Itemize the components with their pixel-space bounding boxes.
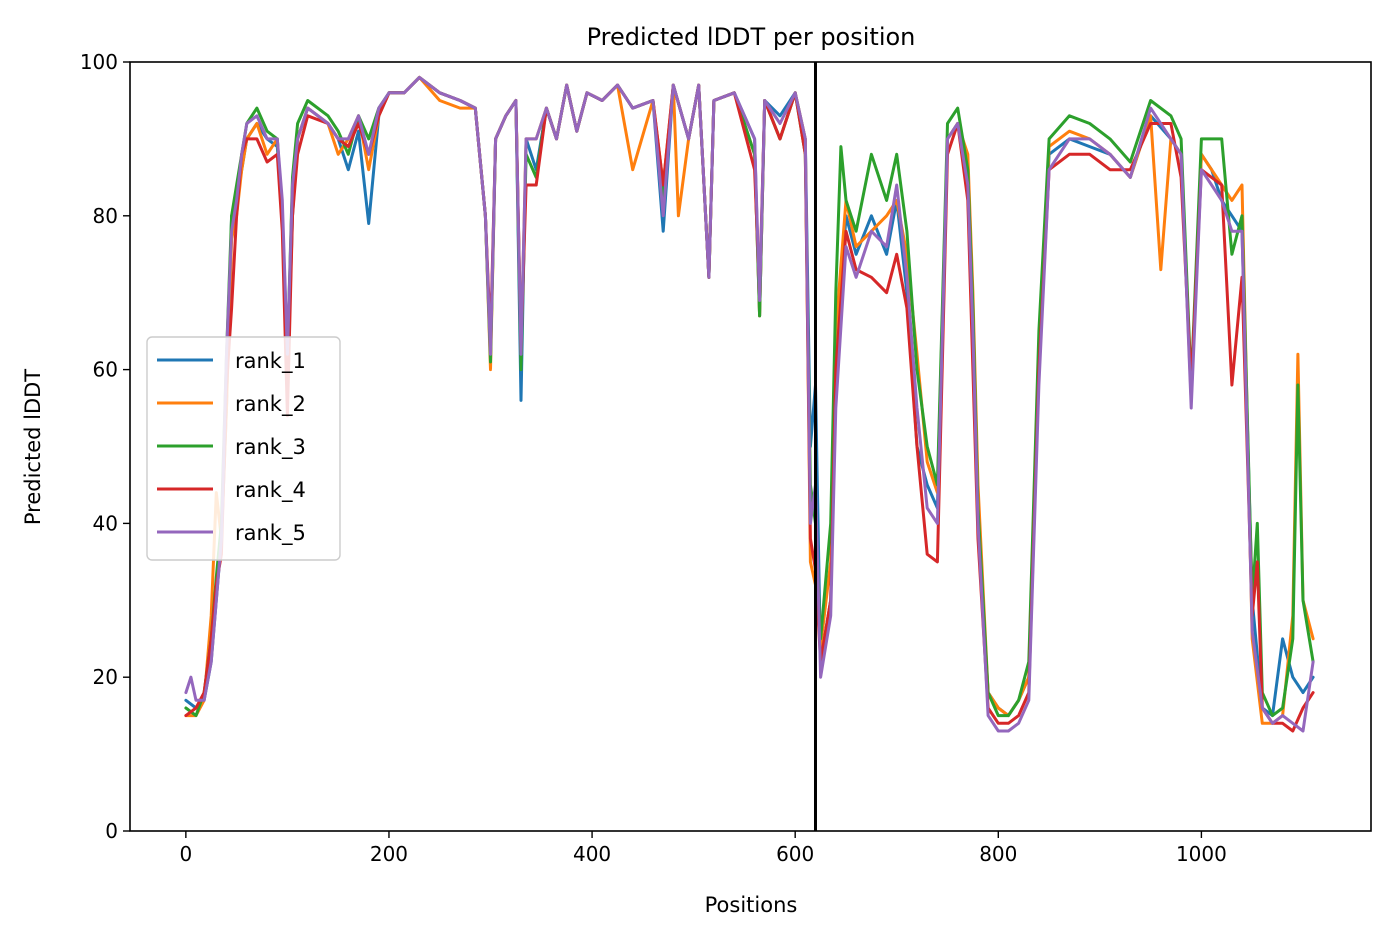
y-tick-label: 100 [80, 50, 118, 74]
y-tick-label: 0 [105, 819, 118, 843]
legend: rank_1 rank_2 rank_3 rank_4 rank_5 [146, 336, 341, 561]
y-tick-label: 80 [93, 204, 118, 228]
x-tick-label: 600 [776, 842, 814, 866]
y-tick-label: 40 [93, 511, 118, 535]
legend-label-rank_5: rank_5 [235, 521, 306, 546]
y-axis-label: Predicted lDDT [21, 369, 45, 525]
x-tick-label: 0 [179, 842, 192, 866]
y-tick-label: 20 [93, 665, 118, 689]
x-tick-label: 400 [573, 842, 611, 866]
axis-ticks: 0 200 400 600 800 1000 0 20 40 60 80 100 [80, 50, 1227, 866]
chart-title: Predicted lDDT per position [587, 23, 916, 51]
legend-label-rank_2: rank_2 [235, 392, 306, 417]
legend-label-rank_1: rank_1 [235, 349, 306, 374]
x-tick-label: 1000 [1176, 842, 1227, 866]
plot-frame [129, 61, 1372, 832]
legend-box [146, 336, 341, 561]
y-tick-label: 60 [93, 358, 118, 382]
x-axis-label: Positions [705, 893, 798, 917]
series-line-rank_3 [184, 75, 1315, 718]
x-tick-label: 800 [979, 842, 1017, 866]
x-tick-label: 200 [370, 842, 408, 866]
legend-label-rank_3: rank_3 [235, 435, 306, 460]
plot-area [184, 62, 1315, 831]
series-line-rank_5 [184, 75, 1315, 733]
legend-label-rank_4: rank_4 [235, 478, 306, 503]
